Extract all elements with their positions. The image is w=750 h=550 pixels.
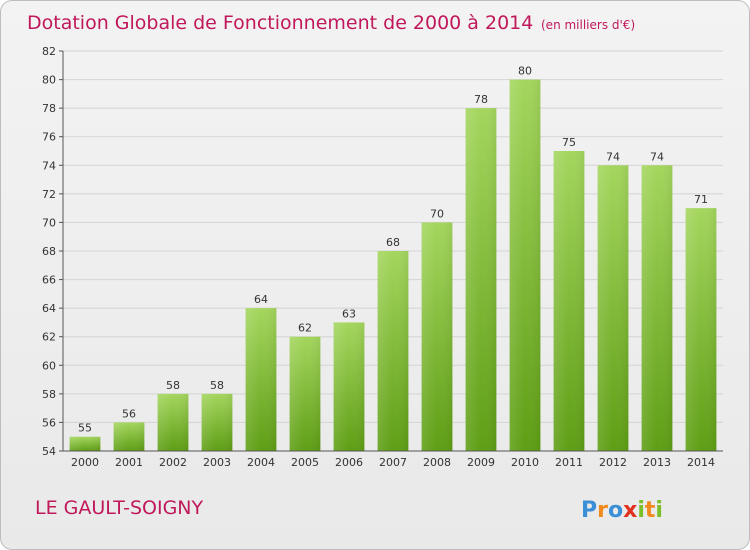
x-tick-label: 2008 (423, 456, 451, 469)
x-tick-label: 2000 (71, 456, 99, 469)
x-tick-label: 2006 (335, 456, 363, 469)
y-tick-label: 76 (42, 131, 56, 144)
bar-series: 55 56 58 58 64 62 63 68 70 78 80 75 74 74 71 (69, 65, 717, 452)
logo-letter: P (581, 498, 597, 523)
y-tick-label: 80 (42, 74, 56, 87)
bar-shine (201, 393, 233, 451)
bar-shine (641, 165, 673, 452)
bar-shine (597, 165, 629, 452)
bar-shine (289, 336, 321, 451)
chart-title: Dotation Globale de Fonctionnement de 20… (27, 12, 533, 34)
x-tick-label: 2002 (159, 456, 187, 469)
x-tick-label: 2012 (599, 456, 627, 469)
x-tick-label: 2001 (115, 456, 143, 469)
bar-shine (553, 151, 585, 451)
x-tick-label: 2004 (247, 456, 275, 469)
x-tick-label: 2009 (467, 456, 495, 469)
y-tick-label: 66 (42, 274, 56, 287)
data-label: 62 (298, 322, 312, 335)
logo-letter: o (608, 498, 623, 523)
data-label: 74 (650, 150, 664, 163)
logo-letter: i (655, 498, 663, 523)
y-tick-label: 82 (42, 45, 56, 58)
x-tick-label: 2010 (511, 456, 539, 469)
y-tick-label: 72 (42, 188, 56, 201)
chart-subtitle: (en milliers d'€) (541, 18, 635, 32)
data-label: 64 (254, 293, 268, 306)
data-label: 75 (562, 136, 576, 149)
y-tick-label: 68 (42, 245, 56, 258)
data-label: 63 (342, 307, 356, 320)
logo-letter: x (623, 498, 637, 523)
bar-shine (421, 222, 453, 451)
y-tick-label: 64 (42, 302, 56, 315)
y-tick-label: 74 (42, 159, 56, 172)
data-label: 71 (694, 193, 708, 206)
bar-shine (113, 422, 145, 451)
logo-letter: t (645, 498, 656, 523)
commune-name: LE GAULT-SOIGNY (35, 497, 203, 519)
x-tick-label: 2011 (555, 456, 583, 469)
bar-shine (333, 322, 365, 451)
x-tick-label: 2005 (291, 456, 319, 469)
x-tick-label: 2003 (203, 456, 231, 469)
data-label: 56 (122, 407, 136, 420)
y-tick-label: 54 (42, 445, 56, 458)
y-tick-label: 58 (42, 388, 56, 401)
bar-shine (69, 436, 101, 451)
proxiti-logo: Proxiti (581, 498, 663, 523)
logo-letter: r (597, 498, 608, 523)
bar-shine (157, 393, 189, 451)
x-tick-label: 2007 (379, 456, 407, 469)
bar-shine (685, 208, 717, 451)
data-label: 78 (474, 93, 488, 106)
bar-shine (509, 79, 541, 452)
y-tick-label: 56 (42, 416, 56, 429)
data-label: 58 (210, 379, 224, 392)
y-tick-label: 62 (42, 331, 56, 344)
data-label: 74 (606, 150, 620, 163)
data-label: 70 (430, 207, 444, 220)
bar-shine (245, 308, 277, 451)
x-tick-label: 2013 (643, 456, 671, 469)
x-tick-label: 2014 (687, 456, 715, 469)
y-tick-label: 78 (42, 102, 56, 115)
data-label: 68 (386, 236, 400, 249)
y-tick-label: 60 (42, 359, 56, 372)
y-tick-label: 70 (42, 216, 56, 229)
bar-shine (465, 108, 497, 452)
data-label: 58 (166, 379, 180, 392)
x-axis: 2000 2001 2002 2003 2004 2005 2006 2007 2008 2009… (63, 450, 723, 469)
logo-letter: i (637, 498, 645, 523)
data-label: 80 (518, 65, 532, 78)
data-label: 55 (78, 422, 92, 435)
bar-shine (377, 251, 409, 451)
y-axis: 54 56 58 60 62 64 66 68 70 72 74 76 78 80 82 (42, 45, 64, 458)
